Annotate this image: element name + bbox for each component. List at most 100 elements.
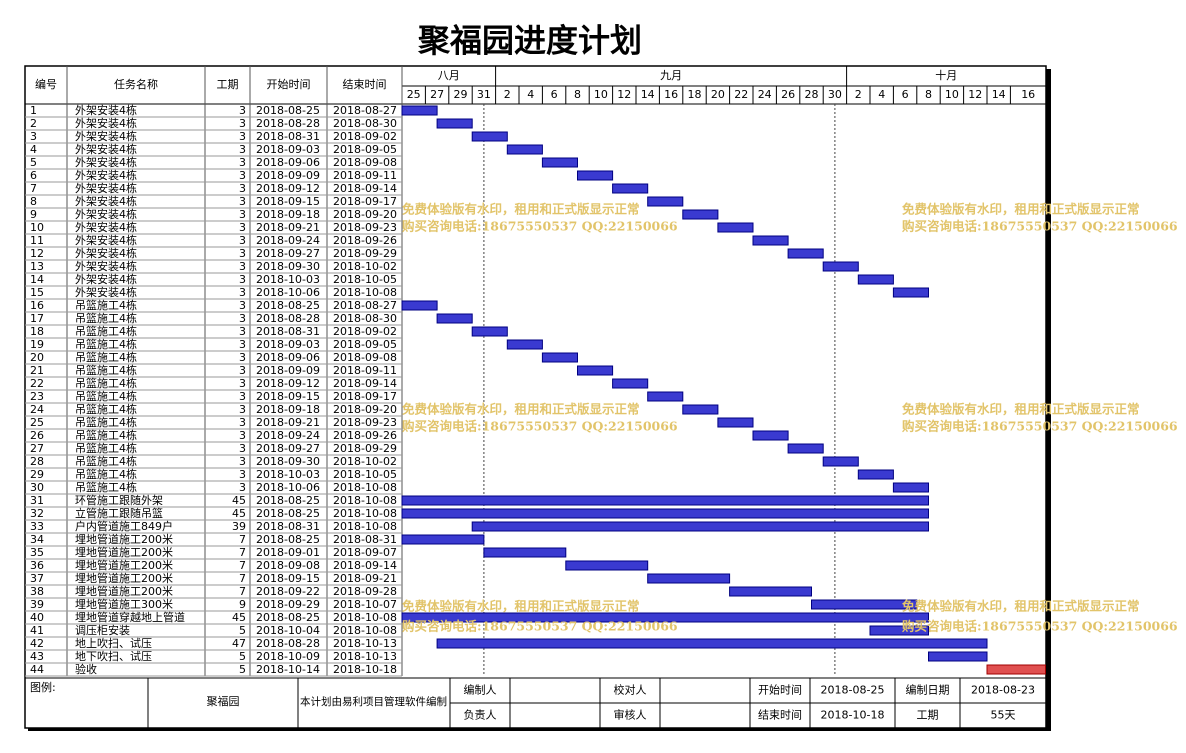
task-start: 2018-09-29 [256, 598, 320, 611]
watermark: 购买咨询电话:18675550537 QQ:22150066 [902, 219, 1178, 234]
task-end: 2018-08-27 [333, 104, 397, 117]
task-id: 14 [30, 273, 44, 286]
task-duration: 5 [239, 650, 246, 663]
day-label: 12 [968, 88, 982, 101]
day-label: 30 [828, 88, 842, 101]
task-bar [729, 586, 812, 597]
task-start: 2018-08-31 [256, 130, 320, 143]
day-label: 4 [527, 88, 534, 101]
task-bar [471, 326, 508, 337]
task-name: 吊篮施工4栋 [75, 350, 137, 364]
task-duration: 7 [239, 533, 246, 546]
watermark: 免费体验版有水印，租用和正式版显示正常 [402, 202, 640, 217]
task-duration: 3 [239, 104, 246, 117]
footer-cell: 结束时间 [758, 709, 802, 722]
task-bar [436, 118, 473, 129]
task-start: 2018-09-12 [256, 377, 320, 390]
task-id: 18 [30, 325, 44, 338]
task-bar [928, 651, 988, 662]
task-start: 2018-09-06 [256, 156, 320, 169]
task-start: 2018-08-31 [256, 325, 320, 338]
footer-cell: 编制日期 [906, 683, 950, 697]
task-id: 40 [30, 611, 44, 624]
task-end: 2018-09-26 [333, 234, 397, 247]
task-end: 2018-10-05 [333, 468, 397, 481]
task-name: 外架安装4栋 [75, 155, 137, 169]
task-id: 3 [30, 130, 37, 143]
task-end: 2018-10-08 [333, 494, 397, 507]
task-name: 埋地管道施工200米 [75, 532, 173, 546]
task-bar [506, 339, 543, 350]
footer-cell: 55天 [991, 709, 1016, 722]
task-end: 2018-08-30 [333, 312, 397, 325]
column-header: 任务名称 [114, 77, 158, 91]
task-end: 2018-08-31 [333, 533, 397, 546]
task-end: 2018-10-08 [333, 286, 397, 299]
footer-cell: 审核人 [614, 708, 647, 722]
watermark: 购买咨询电话:18675550537 QQ:22150066 [902, 619, 1178, 634]
watermark: 购买咨询电话:18675550537 QQ:22150066 [402, 419, 678, 434]
task-name: 外架安装4栋 [75, 220, 137, 234]
task-bar [752, 430, 789, 441]
task-end: 2018-09-29 [333, 442, 397, 455]
task-id: 37 [30, 572, 44, 585]
task-start: 2018-09-18 [256, 208, 320, 221]
task-duration: 3 [239, 325, 246, 338]
task-end: 2018-10-07 [333, 598, 397, 611]
task-duration: 3 [239, 286, 246, 299]
task-id: 11 [30, 234, 44, 247]
task-duration: 3 [239, 156, 246, 169]
task-end: 2018-10-13 [333, 650, 397, 663]
task-id: 7 [30, 182, 37, 195]
task-id: 35 [30, 546, 44, 559]
task-duration: 47 [232, 637, 246, 650]
task-start: 2018-09-08 [256, 559, 320, 572]
task-name: 外架安装4栋 [75, 194, 137, 208]
column-header: 工期 [217, 78, 239, 91]
task-bar [612, 183, 649, 194]
task-name: 外架安装4栋 [75, 233, 137, 247]
task-end: 2018-09-20 [333, 403, 397, 416]
day-label: 2 [855, 88, 862, 101]
task-end: 2018-10-13 [333, 637, 397, 650]
task-bar [401, 534, 485, 545]
task-duration: 5 [239, 663, 246, 676]
task-start: 2018-09-27 [256, 442, 320, 455]
task-name: 吊篮施工4栋 [75, 467, 137, 481]
task-bar [401, 612, 929, 623]
task-id: 28 [30, 455, 44, 468]
footer-project: 聚福园 [207, 694, 240, 708]
day-label: 16 [1021, 88, 1035, 101]
task-name: 吊篮施工4栋 [75, 402, 137, 416]
task-name: 外架安装4栋 [75, 116, 137, 130]
task-duration: 3 [239, 377, 246, 390]
day-label: 22 [734, 88, 748, 101]
task-duration: 3 [239, 312, 246, 325]
task-id: 43 [30, 650, 44, 663]
task-name: 吊篮施工4栋 [75, 311, 137, 325]
task-end: 2018-09-14 [333, 377, 397, 390]
column-header: 开始时间 [267, 77, 311, 91]
task-start: 2018-09-18 [256, 403, 320, 416]
task-name: 埋地管道施工200米 [75, 558, 173, 572]
task-end: 2018-09-20 [333, 208, 397, 221]
day-label: 10 [594, 88, 608, 101]
task-duration: 3 [239, 273, 246, 286]
task-id: 32 [30, 507, 44, 520]
task-id: 41 [30, 624, 44, 637]
task-end: 2018-09-17 [333, 195, 397, 208]
task-duration: 3 [239, 182, 246, 195]
task-duration: 45 [232, 494, 246, 507]
task-name: 埋地管道穿越地上管道 [75, 610, 185, 624]
task-duration: 3 [239, 429, 246, 442]
task-name: 吊篮施工4栋 [75, 324, 137, 338]
task-name: 外架安装4栋 [75, 103, 137, 117]
day-label: 25 [407, 88, 421, 101]
task-duration: 3 [239, 403, 246, 416]
column-header: 结束时间 [343, 78, 387, 91]
task-bar [787, 248, 824, 259]
task-name: 埋地管道施工200米 [75, 584, 173, 598]
task-name: 地上吹扫、试压 [75, 637, 152, 650]
column-header: 编号 [35, 77, 57, 91]
